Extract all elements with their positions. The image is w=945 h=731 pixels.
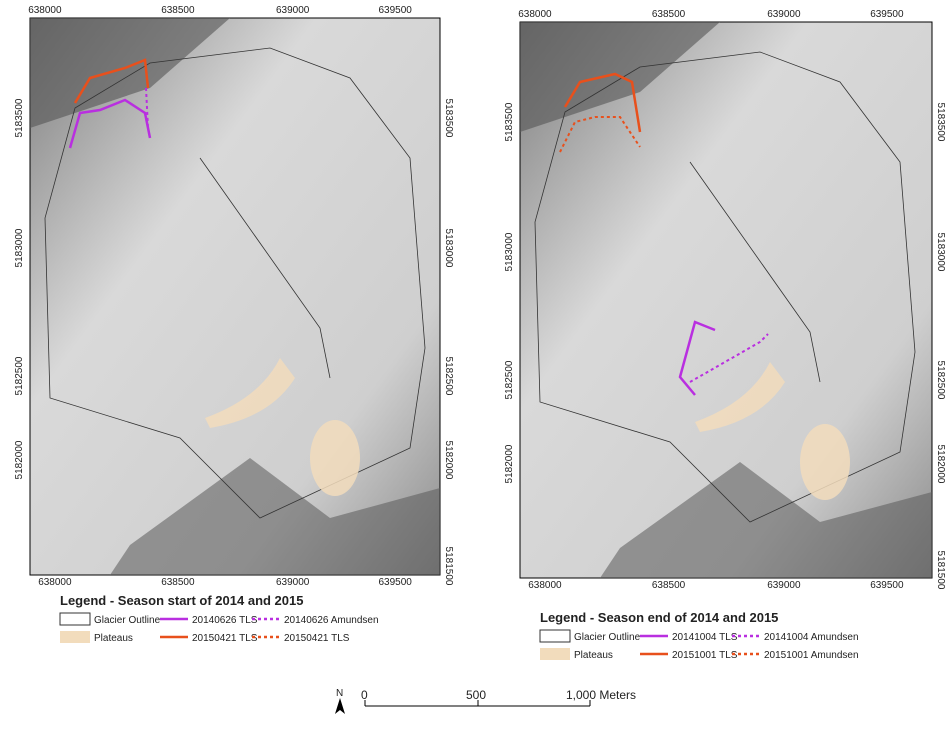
map-panel: 638000 638500 639000 639500 638000 638500 6390… bbox=[14, 5, 454, 644]
legend-label: 20140626 TLS bbox=[192, 615, 258, 626]
legend-swatch bbox=[540, 630, 570, 642]
legend-label: 20150421 TLS bbox=[192, 633, 258, 644]
y-coordinate-label: 5183500 bbox=[14, 98, 25, 137]
north-label: N bbox=[336, 688, 343, 699]
x-coordinate-label: 639000 bbox=[276, 5, 310, 16]
x-coordinate-label: 638500 bbox=[652, 9, 686, 20]
scale-label: 1,000 Meters bbox=[566, 688, 636, 702]
y-coordinate-label: 5183000 bbox=[14, 228, 25, 267]
legend-label: Plateaus bbox=[574, 650, 613, 661]
legend-title: Legend - Season start of 2014 and 2015 bbox=[60, 593, 303, 608]
legend-label: 20151001 Amundsen bbox=[764, 650, 859, 661]
x-coordinate-label: 639500 bbox=[379, 5, 413, 16]
map-panel: 638000 638500 639000 639500 638000 638500 6390… bbox=[504, 9, 945, 661]
y-coordinate-label: 5182500 bbox=[504, 360, 515, 399]
y-coordinate-label: 5183500 bbox=[504, 102, 515, 141]
legend-label: 20150421 TLS bbox=[284, 633, 350, 644]
x-coordinate-label: 639500 bbox=[379, 577, 413, 588]
x-coordinate-label: 639500 bbox=[870, 9, 904, 20]
scale-label: 0 bbox=[361, 688, 368, 702]
legend-label: 20151001 TLS bbox=[672, 650, 738, 661]
y-coordinate-label: 5183000 bbox=[443, 229, 454, 268]
legend-label: 20141004 Amundsen bbox=[764, 632, 859, 643]
figure: 638000 638500 639000 639500 638000 638500 6390… bbox=[0, 0, 945, 726]
y-coordinate-label: 5183500 bbox=[935, 103, 945, 142]
plateau bbox=[800, 424, 850, 500]
legend-label: Plateaus bbox=[94, 633, 133, 644]
x-coordinate-label: 638000 bbox=[38, 577, 72, 588]
x-coordinate-label: 638000 bbox=[528, 580, 562, 591]
scale-label: 500 bbox=[466, 688, 486, 702]
y-coordinate-label: 5183000 bbox=[504, 232, 515, 271]
y-coordinate-label: 5182000 bbox=[14, 440, 25, 479]
plateau bbox=[310, 420, 360, 496]
legend-label: 20140626 Amundsen bbox=[284, 615, 379, 626]
y-coordinate-label: 5182000 bbox=[443, 441, 454, 480]
x-coordinate-label: 639000 bbox=[767, 9, 801, 20]
x-coordinate-label: 638500 bbox=[652, 580, 686, 591]
y-coordinate-label: 5182500 bbox=[14, 356, 25, 395]
x-coordinate-label: 639500 bbox=[870, 580, 904, 591]
y-coordinate-label: 5181500 bbox=[443, 547, 454, 586]
y-coordinate-label: 5183000 bbox=[935, 233, 945, 272]
scale-bar: N 0 500 1,000 Meters bbox=[335, 688, 636, 714]
x-coordinate-label: 639000 bbox=[767, 580, 801, 591]
legend-swatch bbox=[60, 613, 90, 625]
legend-title: Legend - Season end of 2014 and 2015 bbox=[540, 610, 778, 625]
x-coordinate-label: 638000 bbox=[518, 9, 552, 20]
y-coordinate-label: 5182500 bbox=[935, 361, 945, 400]
y-coordinate-label: 5182500 bbox=[443, 357, 454, 396]
y-coordinate-label: 5183500 bbox=[443, 99, 454, 138]
x-coordinate-label: 639000 bbox=[276, 577, 310, 588]
y-coordinate-label: 5181500 bbox=[935, 551, 945, 590]
x-coordinate-label: 638500 bbox=[161, 577, 195, 588]
legend-label: Glacier Outline bbox=[574, 632, 641, 643]
x-coordinate-label: 638000 bbox=[28, 5, 62, 16]
legend-swatch bbox=[540, 648, 570, 660]
y-coordinate-label: 5182000 bbox=[504, 444, 515, 483]
legend-label: 20141004 TLS bbox=[672, 632, 738, 643]
legend-label: Glacier Outline bbox=[94, 615, 161, 626]
legend-swatch bbox=[60, 631, 90, 643]
y-coordinate-label: 5182000 bbox=[935, 445, 945, 484]
x-coordinate-label: 638500 bbox=[161, 5, 195, 16]
